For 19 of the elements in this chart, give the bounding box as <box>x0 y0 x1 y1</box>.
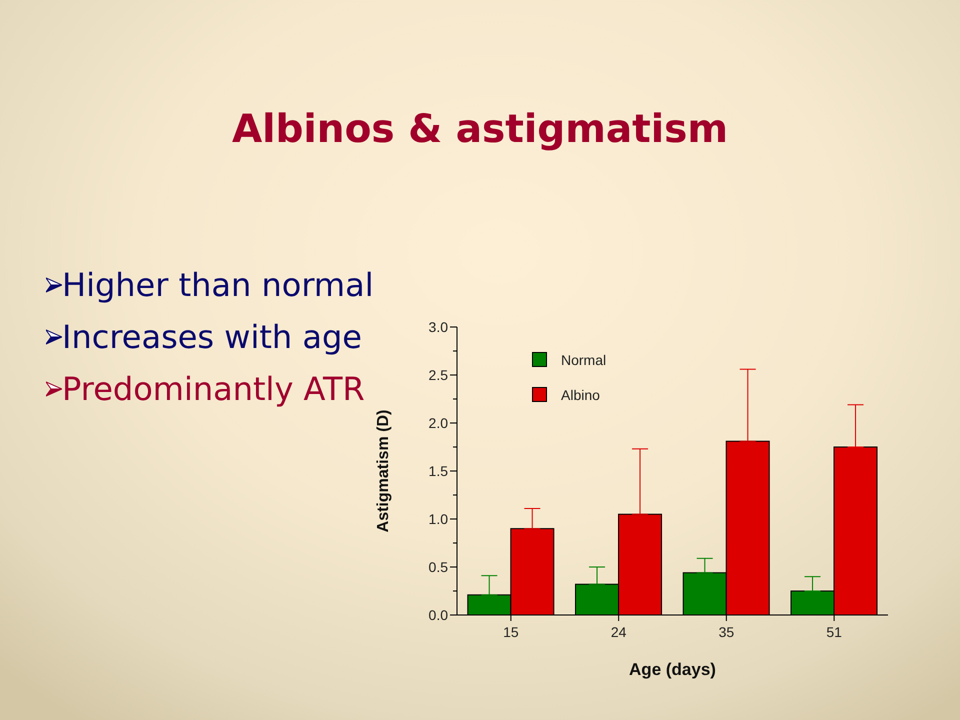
y-axis-title: Astigmatism (D) <box>374 410 392 532</box>
x-tick-label: 24 <box>610 624 627 640</box>
legend-label: Normal <box>561 352 606 368</box>
x-tick-label: 15 <box>503 624 519 640</box>
x-tick-label: 35 <box>718 624 734 640</box>
y-tick-label: 1.5 <box>428 463 448 479</box>
y-tick-label: 1.0 <box>428 511 448 527</box>
y-tick-label: 2.5 <box>428 367 448 383</box>
y-tick-label: 2.0 <box>428 415 448 431</box>
text: Increases with age <box>62 318 362 356</box>
y-tick-label: 0.5 <box>428 559 448 575</box>
x-axis-title: Age (days) <box>629 660 716 679</box>
y-tick-label: 0.0 <box>428 607 448 623</box>
text: Predominantly ATR <box>62 370 365 408</box>
chart-title: Albinos & astigmatism <box>230 106 730 154</box>
text: Higher than normal <box>62 266 374 304</box>
x-tick-label: 51 <box>826 624 842 640</box>
legend-label: Albino <box>561 386 600 402</box>
y-tick-label: 3.0 <box>428 319 448 335</box>
